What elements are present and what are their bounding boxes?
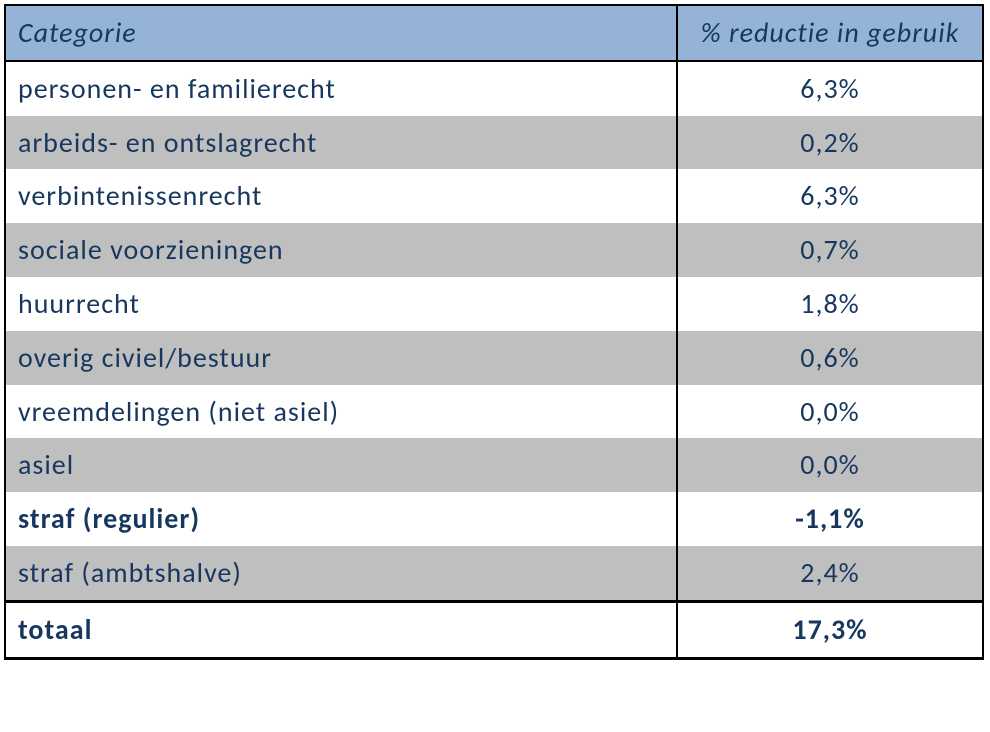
cell-value: 0,2% — [677, 116, 983, 170]
cell-value: 0,0% — [677, 385, 983, 439]
table-totals-row: totaal17,3% — [5, 601, 983, 658]
cell-value: 2,4% — [677, 546, 983, 601]
cell-category: personen- en familierecht — [5, 61, 677, 116]
table-row: straf (regulier)-1,1% — [5, 492, 983, 546]
cell-category: sociale voorzieningen — [5, 223, 677, 277]
cell-category: arbeids- en ontslagrecht — [5, 116, 677, 170]
totals-value: 17,3% — [677, 601, 983, 658]
totals-category: totaal — [5, 601, 677, 658]
cell-category: asiel — [5, 438, 677, 492]
header-value: % reductie in gebruik — [677, 5, 983, 61]
cell-value: 0,0% — [677, 438, 983, 492]
header-category: Categorie — [5, 5, 677, 61]
cell-category: huurrecht — [5, 277, 677, 331]
cell-value: 6,3% — [677, 61, 983, 116]
cell-category: straf (ambtshalve) — [5, 546, 677, 601]
table-header-row: Categorie % reductie in gebruik — [5, 5, 983, 61]
cell-value: 1,8% — [677, 277, 983, 331]
table-row: vreemdelingen (niet asiel)0,0% — [5, 385, 983, 439]
table-row: arbeids- en ontslagrecht0,2% — [5, 116, 983, 170]
table-row: verbintenissenrecht6,3% — [5, 169, 983, 223]
table-row: asiel0,0% — [5, 438, 983, 492]
cell-value: 6,3% — [677, 169, 983, 223]
cell-category: straf (regulier) — [5, 492, 677, 546]
cell-category: overig civiel/bestuur — [5, 331, 677, 385]
table-row: sociale voorzieningen0,7% — [5, 223, 983, 277]
reduction-table: Categorie % reductie in gebruik personen… — [4, 4, 984, 660]
table-row: personen- en familierecht6,3% — [5, 61, 983, 116]
cell-value: -1,1% — [677, 492, 983, 546]
table-body: personen- en familierecht6,3%arbeids- en… — [5, 61, 983, 658]
cell-value: 0,7% — [677, 223, 983, 277]
cell-category: verbintenissenrecht — [5, 169, 677, 223]
cell-category: vreemdelingen (niet asiel) — [5, 385, 677, 439]
cell-value: 0,6% — [677, 331, 983, 385]
table-row: huurrecht1,8% — [5, 277, 983, 331]
table-row: overig civiel/bestuur0,6% — [5, 331, 983, 385]
table-row: straf (ambtshalve)2,4% — [5, 546, 983, 601]
